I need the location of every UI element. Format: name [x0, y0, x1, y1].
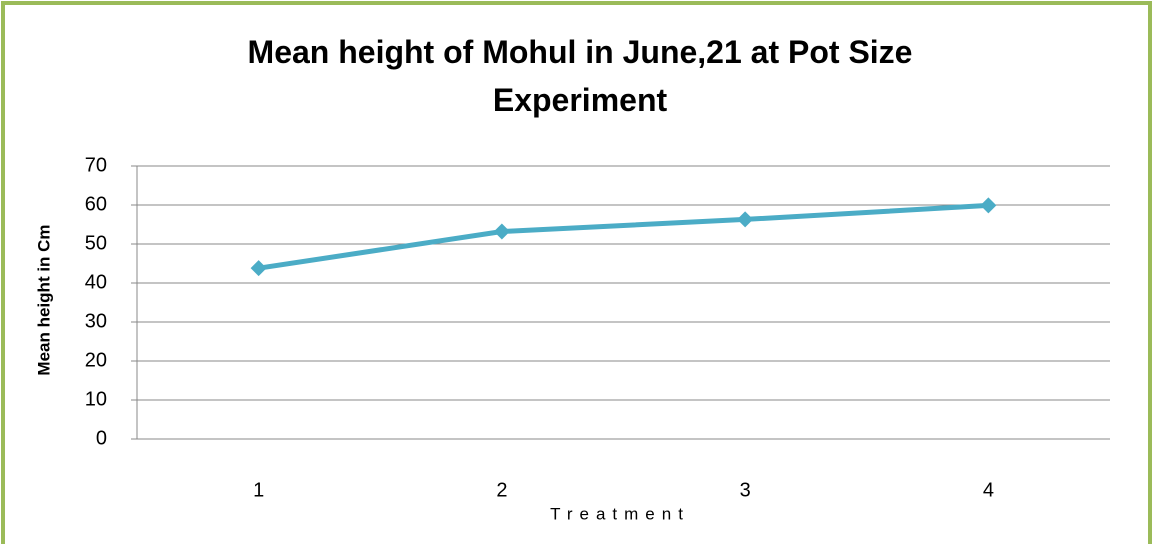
- data-point: [250, 260, 267, 277]
- data-point: [737, 211, 754, 228]
- y-tick-label: 20: [85, 349, 107, 371]
- x-axis-label: Treatment: [550, 504, 690, 523]
- x-tick-label: 4: [983, 479, 994, 501]
- y-tick-label: 70: [85, 154, 107, 176]
- data-point: [980, 197, 997, 214]
- data-line: [258, 202, 989, 271]
- x-tick-label: 2: [496, 479, 507, 501]
- y-tick-label: 30: [85, 310, 107, 332]
- y-tick-label: 40: [85, 271, 107, 293]
- y-axis-label: Mean height in Cm: [34, 224, 53, 375]
- x-tick-label: 3: [740, 479, 751, 501]
- y-tick-label: 50: [85, 232, 107, 254]
- chart-title: Mean height of Mohul in June,21 at Pot S…: [247, 34, 913, 118]
- data-point: [493, 223, 510, 240]
- x-tick-label: 1: [253, 479, 264, 501]
- y-tick-label: 0: [96, 427, 107, 449]
- y-tick-label: 10: [85, 388, 107, 410]
- y-tick-label: 60: [85, 193, 107, 215]
